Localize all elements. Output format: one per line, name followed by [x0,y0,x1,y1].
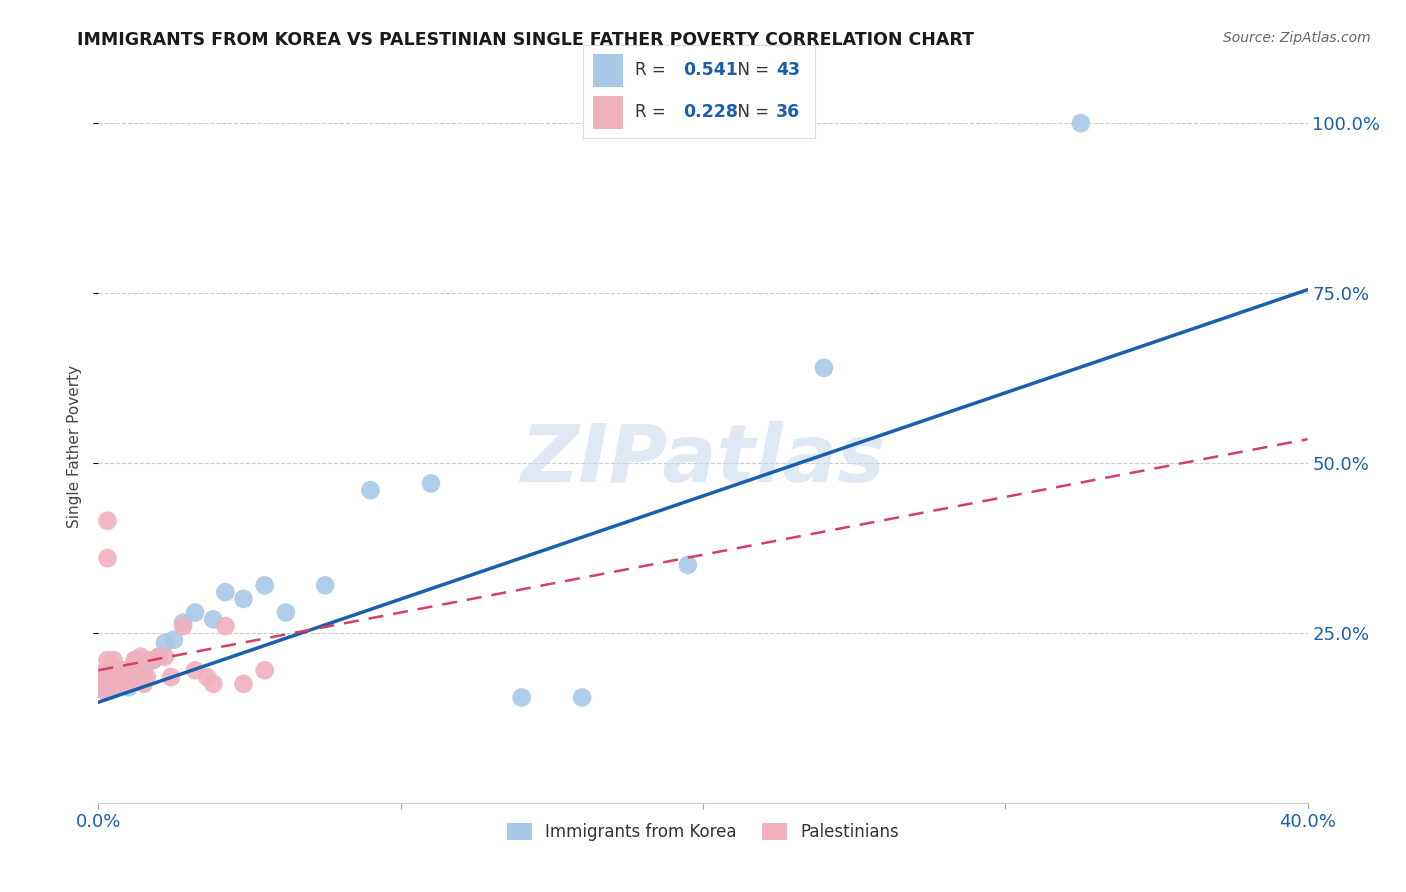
Legend: Immigrants from Korea, Palestinians: Immigrants from Korea, Palestinians [501,816,905,848]
Point [202,612,225,626]
Text: 0.541: 0.541 [683,61,738,78]
Point [129,670,152,684]
Point [184,663,207,677]
Point [172,615,194,630]
Point [314,578,336,592]
Point [214,585,236,599]
Point [153,636,176,650]
Point [103,663,125,677]
Point [214,619,236,633]
Text: N =: N = [727,103,775,121]
Point [163,632,186,647]
Point [118,680,141,694]
Point [121,666,143,681]
Point [103,670,125,684]
Point [90,677,112,691]
Point [114,670,136,684]
Point [160,670,183,684]
Point [132,677,155,691]
Point [93,683,115,698]
Point [100,666,122,681]
Point [253,663,276,677]
Y-axis label: Single Father Poverty: Single Father Poverty [67,365,83,527]
Text: N =: N = [727,61,775,78]
Point [105,677,128,691]
Point [96,677,118,691]
Point [420,476,443,491]
Text: R =: R = [634,103,671,121]
Point [118,677,141,691]
Point [90,673,112,688]
Point [135,670,157,684]
Point [172,619,194,633]
Point [195,670,218,684]
Point [127,653,149,667]
Point [90,666,112,681]
Point [111,663,134,677]
Point [153,649,176,664]
Point [135,653,157,667]
Point [274,606,297,620]
Point [202,677,225,691]
Bar [593,54,623,87]
Point [111,677,134,691]
Point [813,360,835,375]
Point [184,606,207,620]
Point [124,663,146,677]
Point [148,649,170,664]
Text: R =: R = [634,61,671,78]
Point [100,677,122,691]
Point [253,578,276,592]
Text: 43: 43 [776,61,800,78]
Point [1070,116,1092,130]
Point [93,666,115,681]
Point [96,551,118,566]
Point [118,677,141,691]
Point [571,690,593,705]
Point [118,670,141,684]
Point [103,670,125,684]
Bar [593,96,623,129]
Point [142,653,165,667]
Point [124,653,146,667]
Point [108,673,131,688]
Point [103,677,125,691]
Point [108,677,131,691]
Point [93,670,115,684]
Point [132,663,155,677]
Text: IMMIGRANTS FROM KOREA VS PALESTINIAN SINGLE FATHER POVERTY CORRELATION CHART: IMMIGRANTS FROM KOREA VS PALESTINIAN SIN… [77,31,974,49]
Point [96,670,118,684]
Point [111,673,134,688]
Text: ZIPatlas: ZIPatlas [520,421,886,500]
Point [676,558,699,572]
Point [127,663,149,677]
Point [103,653,125,667]
Point [93,683,115,698]
Text: 36: 36 [776,103,800,121]
Point [100,680,122,694]
Point [232,677,254,691]
Point [142,653,165,667]
Point [105,670,128,684]
Text: 0.228: 0.228 [683,103,738,121]
Point [108,666,131,681]
Text: Source: ZipAtlas.com: Source: ZipAtlas.com [1223,31,1371,45]
Point [510,690,533,705]
Point [105,680,128,694]
Point [100,663,122,677]
Point [121,670,143,684]
Point [96,514,118,528]
Point [114,663,136,677]
Point [148,649,170,664]
Point [232,591,254,606]
Point [96,653,118,667]
Point [360,483,382,498]
Point [105,677,128,691]
Point [129,649,152,664]
